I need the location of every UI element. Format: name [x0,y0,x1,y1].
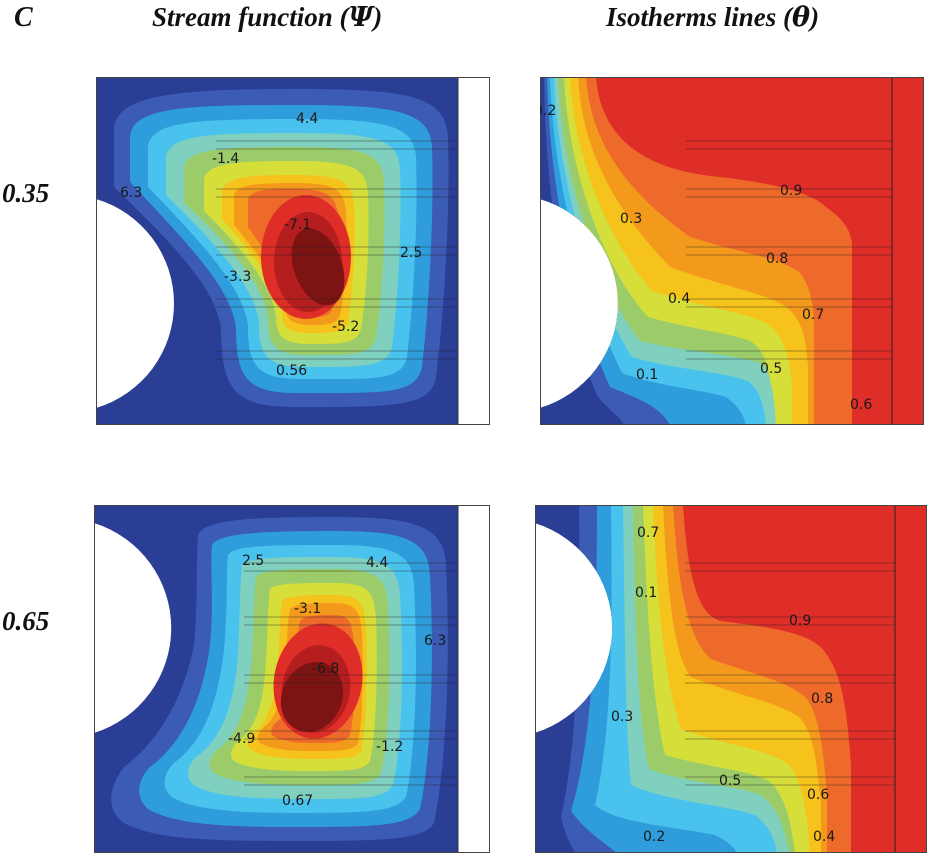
sf2-right-boundary [457,505,490,853]
sf1-label-7: 0.56 [276,363,307,379]
iso1-seam-lines [686,140,892,360]
sf1-seam-lines [216,140,458,360]
sf1-right-boundary [457,77,490,425]
sf2-seam-lines [244,562,458,786]
stream-function-title: Stream function (Ψ) [152,2,382,33]
psi-symbol: Ψ [348,2,374,33]
iso1-label-4: 0.4 [668,291,690,307]
sf2-label-7: 0.67 [282,793,313,809]
sf2-label-2: -3.1 [294,601,321,617]
stream-function-title-close: ) [373,2,383,32]
row-label-1: 0.35 [2,178,50,208]
iso1-label-8: 0.6 [850,397,872,413]
row-label-2: 0.65 [2,606,50,636]
sf1-label-3: -7.1 [284,217,311,233]
iso2-label-6: 0.6 [807,787,829,803]
iso2-seam-lines [685,562,895,786]
isotherms-plot-row-1: 0.2 0.9 0.3 0.8 0.4 0.7 0.5 0.1 0.6 [540,77,924,425]
iso1-label-3: 0.8 [766,251,788,267]
iso1-right-strip [892,77,924,425]
sf2-label-6: -1.2 [376,739,403,755]
iso2-label-5: 0.5 [719,773,741,789]
sf1-level-12 [291,228,345,306]
iso2-label-4: 0.3 [611,709,633,725]
iso2-frame [535,505,927,853]
iso1-label-0: 0.2 [540,103,556,119]
stream-function-plot-row-2: 2.5 4.4 -3.1 6.3 -6.8 -4.9 -1.2 0.67 [94,505,490,853]
sf2-level-12 [280,661,344,733]
sf1-label-2: 6.3 [120,185,142,201]
iso1-label-1: 0.9 [780,183,802,199]
sf2-label-4: -6.8 [312,661,339,677]
sf1-label-4: 2.5 [400,245,422,261]
iso2-label-8: 0.4 [813,829,835,845]
isotherms-plot-row-2: 0.7 0.1 0.9 0.8 0.3 0.5 0.6 0.2 0.4 [535,505,927,853]
sf2-label-1: 4.4 [366,555,388,571]
sf1-label-0: 4.4 [296,111,318,127]
sf1-label-1: -1.4 [212,151,239,167]
sf1-label-6: -5.2 [332,319,359,335]
sf2-label-3: 6.3 [424,633,446,649]
iso1-label-2: 0.3 [620,211,642,227]
iso2-label-2: 0.9 [789,613,811,629]
iso1-frame [540,77,924,425]
iso2-label-3: 0.8 [811,691,833,707]
iso2-right-strip [895,505,927,853]
theta-symbol: θ [792,2,811,33]
isotherms-title-close: ) [810,2,820,32]
iso2-label-0: 0.7 [637,525,659,541]
stream-function-plot-row-1: 4.4 -1.4 6.3 -7.1 2.5 -3.3 -5.2 0.56 [96,77,490,425]
sf2-label-5: -4.9 [228,731,255,747]
sf1-frame [96,77,490,425]
iso1-label-7: 0.1 [636,367,658,383]
stream-function-title-text: Stream function ( [152,2,349,32]
sf2-frame [94,505,490,853]
isotherms-title-text: Isotherms lines ( [606,2,793,32]
isotherms-title: Isotherms lines (θ) [606,2,819,33]
iso1-label-5: 0.7 [802,307,824,323]
sf1-label-5: -3.3 [224,269,251,285]
iso2-label-7: 0.2 [643,829,665,845]
panel-letter: C [14,2,33,33]
iso2-label-1: 0.1 [635,585,657,601]
sf2-label-0: 2.5 [242,553,264,569]
iso1-label-6: 0.5 [760,361,782,377]
